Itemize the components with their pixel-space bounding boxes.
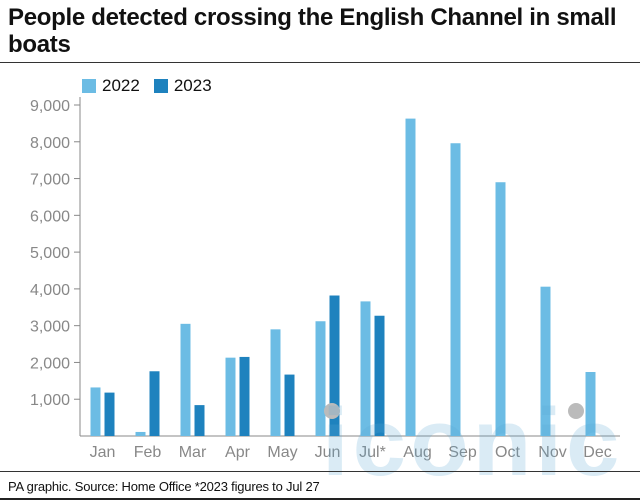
bar-2023-feb: [149, 371, 160, 436]
y-tick-label: 4,000: [30, 282, 70, 299]
bar-2023-jan: [104, 392, 115, 436]
bar-2022-feb: [135, 431, 146, 436]
bar-2022-jun: [315, 321, 326, 436]
legend-swatch-2023: [153, 79, 168, 93]
footer-divider: [0, 471, 640, 472]
x-tick-label: Oct: [495, 444, 520, 461]
iconic-watermark: iconic: [322, 389, 624, 496]
chart-title: People detected crossing the English Cha…: [8, 4, 617, 58]
bar-2022-sep: [450, 143, 461, 436]
y-tick-label: 8,000: [30, 135, 70, 152]
x-tick-label: Nov: [538, 444, 566, 461]
y-tick-label: 2,000: [30, 355, 70, 372]
bar-2022-nov: [540, 286, 551, 436]
legend-label-2022: 2022: [102, 76, 140, 95]
y-tick-label: 5,000: [30, 245, 70, 262]
bar-2022-oct: [495, 182, 506, 436]
x-tick-label: Mar: [179, 444, 207, 461]
legend-label-2023: 2023: [173, 76, 212, 95]
legend-item-2022: 2022: [82, 76, 140, 96]
watermark-dot: [324, 403, 340, 419]
bar-2022-jan: [90, 387, 101, 436]
bar-2022-mar: [180, 323, 191, 436]
x-tick-label: Jan: [90, 444, 116, 461]
y-tick-label: 1,000: [30, 392, 70, 409]
x-tick-label: May: [267, 444, 297, 461]
bottom-divider: [0, 498, 640, 500]
x-tick-label: Feb: [134, 444, 162, 461]
bar-2022-jul: [360, 301, 371, 436]
x-tick-label: Dec: [583, 444, 611, 461]
x-tick-label: Jul*: [359, 444, 386, 461]
legend-swatch-2022: [82, 79, 96, 93]
bar-2022-aug: [405, 118, 416, 436]
title-divider: [0, 62, 640, 63]
watermark-dot: [568, 403, 584, 419]
y-tick-label: 7,000: [30, 172, 70, 189]
bar-2023-jul: [374, 315, 385, 436]
bar-2023-apr: [239, 356, 250, 436]
legend-item-2023: 2023: [153, 76, 212, 96]
y-tick-label: 3,000: [30, 319, 70, 336]
y-tick-label: 9,000: [30, 98, 70, 115]
bar-2023-mar: [194, 405, 205, 436]
legend: 2022 2023: [82, 76, 218, 96]
bar-2022-apr: [225, 357, 236, 436]
bar-2022-dec: [585, 372, 596, 436]
x-tick-label: Aug: [403, 444, 431, 461]
x-tick-label: Jun: [315, 444, 341, 461]
x-tick-label: Apr: [225, 444, 251, 461]
bar-2022-may: [270, 329, 281, 436]
source-footnote: PA graphic. Source: Home Office *2023 fi…: [8, 479, 320, 494]
y-tick-label: 6,000: [30, 208, 70, 225]
bar-2023-may: [284, 374, 295, 436]
bar-2023-jun: [329, 295, 340, 436]
x-tick-label: Sep: [448, 444, 477, 461]
